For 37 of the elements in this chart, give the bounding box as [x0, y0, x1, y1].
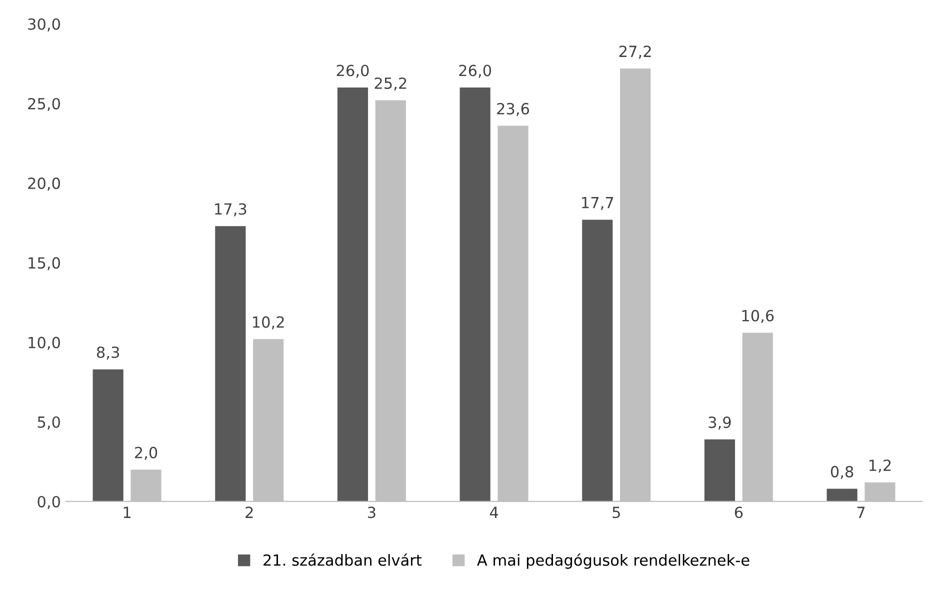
- data-label: 10,6: [742, 310, 774, 323]
- data-label: 3,9: [708, 416, 731, 430]
- data-label: 17,3: [215, 203, 246, 216]
- bar: [826, 488, 858, 502]
- y-tick-label: 20,0: [28, 178, 60, 191]
- data-label: 23,6: [497, 102, 530, 116]
- x-tick-label: 4: [490, 506, 498, 518]
- bar: [582, 220, 613, 502]
- x-tick-label: 2: [246, 506, 253, 518]
- legend-label: 21. században elvárt: [264, 553, 422, 566]
- y-tick-label: 5,0: [38, 416, 60, 430]
- data-label: 8,3: [96, 346, 119, 360]
- y-tick-label: 15,0: [28, 257, 60, 270]
- data-label: 1,2: [870, 460, 891, 473]
- data-label: 10,2: [252, 316, 284, 330]
- data-label: 17,7: [582, 197, 614, 210]
- y-tick-label: 30,0: [28, 18, 60, 32]
- x-tick-label: 7: [857, 506, 865, 518]
- x-tick-label: 6: [734, 506, 743, 518]
- data-label: 26,0: [336, 64, 369, 78]
- bar: [460, 88, 490, 502]
- data-label: 27,2: [619, 46, 651, 59]
- data-label: 2,0: [134, 446, 158, 460]
- x-tick-label: 1: [124, 506, 130, 518]
- x-tick-label: 5: [612, 506, 620, 518]
- data-label: 25,2: [374, 77, 406, 91]
- y-tick-label: 0,0: [38, 496, 60, 510]
- data-label: 0,8: [830, 466, 854, 480]
- bar: [92, 369, 124, 502]
- bar: [215, 226, 246, 502]
- bar: [337, 88, 368, 502]
- legend-label: A mai pedagógusok rendelkeznek-e: [477, 553, 750, 569]
- y-tick-label: 25,0: [28, 98, 60, 112]
- y-tick-label: 10,0: [28, 336, 60, 350]
- x-tick-label: 3: [368, 506, 376, 518]
- bar: [704, 439, 736, 502]
- data-label: 26,0: [459, 64, 492, 78]
